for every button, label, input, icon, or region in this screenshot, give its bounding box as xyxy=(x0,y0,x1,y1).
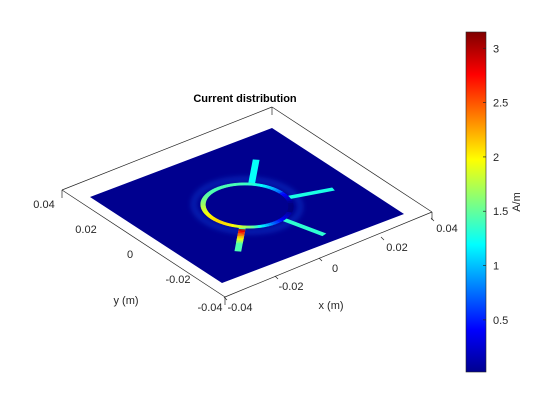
colorbar-ticks: 3 2.5 2 1.5 1 0.5 xyxy=(483,43,508,327)
hotspot-segment xyxy=(237,231,245,234)
axis-box xyxy=(61,106,433,305)
y-tick-label: -0.04 xyxy=(197,302,222,314)
box-edge-back-left xyxy=(61,106,273,191)
y-tick-labels: 0.04 0.02 0 -0.02 -0.04 xyxy=(33,199,222,314)
x-tick-label: 0.02 xyxy=(386,242,407,254)
x-tick-mark xyxy=(223,296,228,301)
x-tick-label: -0.02 xyxy=(278,281,303,293)
hotspot-segment xyxy=(236,237,244,240)
box-edge-front-left xyxy=(61,189,226,298)
ring-segment xyxy=(245,225,251,229)
x-tick-labels: 0.04 0.02 0 -0.02 -0.04 xyxy=(223,217,458,314)
x-tick-mark xyxy=(318,257,323,262)
substrate-plane xyxy=(90,128,404,283)
y-tick-label: -0.02 xyxy=(165,274,190,286)
colorbar-label: A/m xyxy=(511,192,523,212)
ring-segment xyxy=(243,182,249,186)
ring-glow xyxy=(191,177,303,234)
feed-line-arm-bottom-right xyxy=(248,159,260,184)
colorbar-tick-label: 2 xyxy=(493,152,499,164)
ring-segment xyxy=(200,205,207,209)
hotspot-segment xyxy=(237,233,245,236)
x-tick-mark xyxy=(274,275,279,280)
hotspot-segment xyxy=(236,240,244,243)
colorbar-tick-label: 0.5 xyxy=(493,315,508,327)
colorbar-tick-label: 3 xyxy=(493,43,499,55)
hotspot-segment xyxy=(236,241,244,244)
box-edge-back-right xyxy=(271,106,433,213)
x-tick-label: 0 xyxy=(332,263,338,275)
hotspot-segment xyxy=(237,235,245,238)
colorbar-tick-label: 1 xyxy=(493,261,499,273)
hotspot-segment xyxy=(237,234,245,237)
colorbar: 3 2.5 2 1.5 1 0.5 A/m xyxy=(465,31,523,373)
circuit-layer xyxy=(191,159,335,252)
feed-line-arm-top xyxy=(282,218,327,237)
x-tick-label: -0.04 xyxy=(227,302,252,314)
y-tick-label: 0.02 xyxy=(75,224,96,236)
chart-title: Current distribution xyxy=(193,93,297,105)
x-axis-label: x (m) xyxy=(318,300,343,312)
box-edge-front-right xyxy=(224,211,433,298)
colorbar-tick-label: 2.5 xyxy=(493,98,508,110)
x-tick-mark xyxy=(430,217,435,222)
y-axis-label: y (m) xyxy=(113,295,138,307)
hotspot-segment xyxy=(238,230,246,233)
x-tick-mark xyxy=(380,236,385,241)
ring-segment xyxy=(239,182,245,186)
x-tick-label: 0.04 xyxy=(436,223,457,235)
ring-segment xyxy=(249,225,255,229)
hotspot-segment xyxy=(238,228,246,231)
ring-segment xyxy=(287,202,294,206)
y-tick-label: 0 xyxy=(127,249,133,261)
y-tick-label: 0.04 xyxy=(33,199,54,211)
colorbar-tick-label: 1.5 xyxy=(493,206,508,218)
ring-segment xyxy=(267,186,275,190)
colorbar-gradient xyxy=(465,31,487,373)
feed-line-arm-right xyxy=(288,187,335,199)
hotspot-segment xyxy=(236,238,244,241)
